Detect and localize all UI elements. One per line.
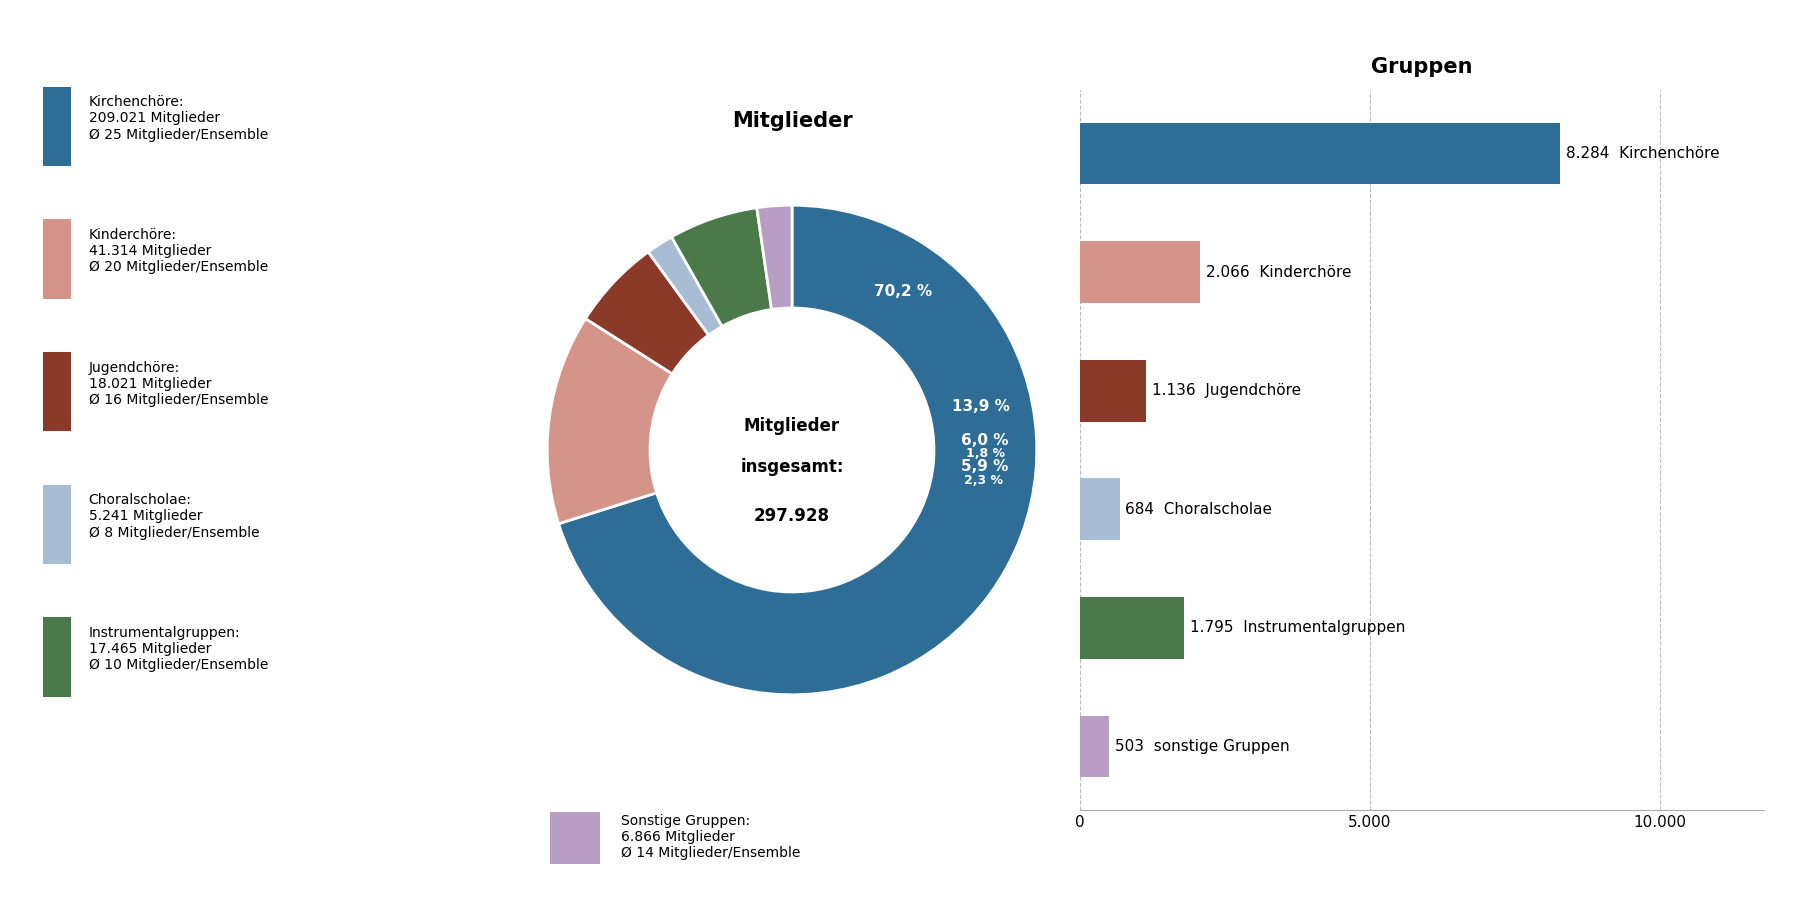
- Text: Instrumentalgruppen:
17.465 Mitglieder
Ø 10 Mitglieder/Ensemble: Instrumentalgruppen: 17.465 Mitglieder Ø…: [88, 626, 268, 672]
- Wedge shape: [547, 319, 671, 524]
- Text: 5,9 %: 5,9 %: [961, 459, 1008, 474]
- Text: Sonstige Gruppen:
6.866 Mitglieder
Ø 14 Mitglieder/Ensemble: Sonstige Gruppen: 6.866 Mitglieder Ø 14 …: [621, 814, 799, 860]
- FancyBboxPatch shape: [43, 352, 70, 431]
- Title: Mitglieder: Mitglieder: [731, 112, 853, 131]
- Text: Mitglieder: Mitglieder: [743, 417, 841, 435]
- Text: 503  sonstige Gruppen: 503 sonstige Gruppen: [1114, 739, 1289, 754]
- FancyBboxPatch shape: [43, 617, 70, 697]
- Text: 1.136  Jugendchöre: 1.136 Jugendchöre: [1152, 383, 1301, 398]
- Text: 1.795  Instrumentalgruppen: 1.795 Instrumentalgruppen: [1190, 620, 1406, 635]
- Text: Kinderchöre:
41.314 Mitglieder
Ø 20 Mitglieder/Ensemble: Kinderchöre: 41.314 Mitglieder Ø 20 Mitg…: [88, 228, 268, 274]
- Text: 70,2 %: 70,2 %: [875, 284, 932, 300]
- Wedge shape: [671, 208, 772, 327]
- Wedge shape: [756, 205, 792, 310]
- Wedge shape: [585, 252, 709, 374]
- Wedge shape: [558, 205, 1037, 695]
- FancyBboxPatch shape: [43, 86, 70, 166]
- Text: 6,0 %: 6,0 %: [961, 433, 1008, 447]
- FancyBboxPatch shape: [551, 812, 601, 864]
- Text: insgesamt:: insgesamt:: [740, 458, 844, 476]
- Text: 8.284  Kirchenchöre: 8.284 Kirchenchöre: [1566, 146, 1719, 161]
- Text: 297.928: 297.928: [754, 507, 830, 525]
- Bar: [1080, 479, 1120, 540]
- Text: Kirchenchöre:
209.021 Mitglieder
Ø 25 Mitglieder/Ensemble: Kirchenchöre: 209.021 Mitglieder Ø 25 Mi…: [88, 95, 268, 141]
- Text: Choralscholae:
5.241 Mitglieder
Ø 8 Mitglieder/Ensemble: Choralscholae: 5.241 Mitglieder Ø 8 Mitg…: [88, 493, 259, 540]
- Title: Gruppen: Gruppen: [1372, 58, 1472, 77]
- Bar: [1080, 360, 1147, 421]
- Wedge shape: [648, 237, 722, 335]
- FancyBboxPatch shape: [43, 485, 70, 564]
- Bar: [1080, 122, 1561, 184]
- Text: 1,8 %: 1,8 %: [967, 447, 1004, 460]
- Text: 2.066  Kinderchöre: 2.066 Kinderchöre: [1206, 265, 1352, 280]
- Bar: [1080, 716, 1109, 778]
- FancyBboxPatch shape: [43, 220, 70, 299]
- Text: 13,9 %: 13,9 %: [952, 400, 1010, 415]
- Bar: [1080, 241, 1201, 303]
- Text: 2,3 %: 2,3 %: [963, 473, 1003, 487]
- Text: Jugendchöre:
18.021 Mitglieder
Ø 16 Mitglieder/Ensemble: Jugendchöre: 18.021 Mitglieder Ø 16 Mitg…: [88, 361, 268, 407]
- Bar: [1080, 597, 1184, 659]
- Text: 684  Choralscholae: 684 Choralscholae: [1125, 502, 1273, 517]
